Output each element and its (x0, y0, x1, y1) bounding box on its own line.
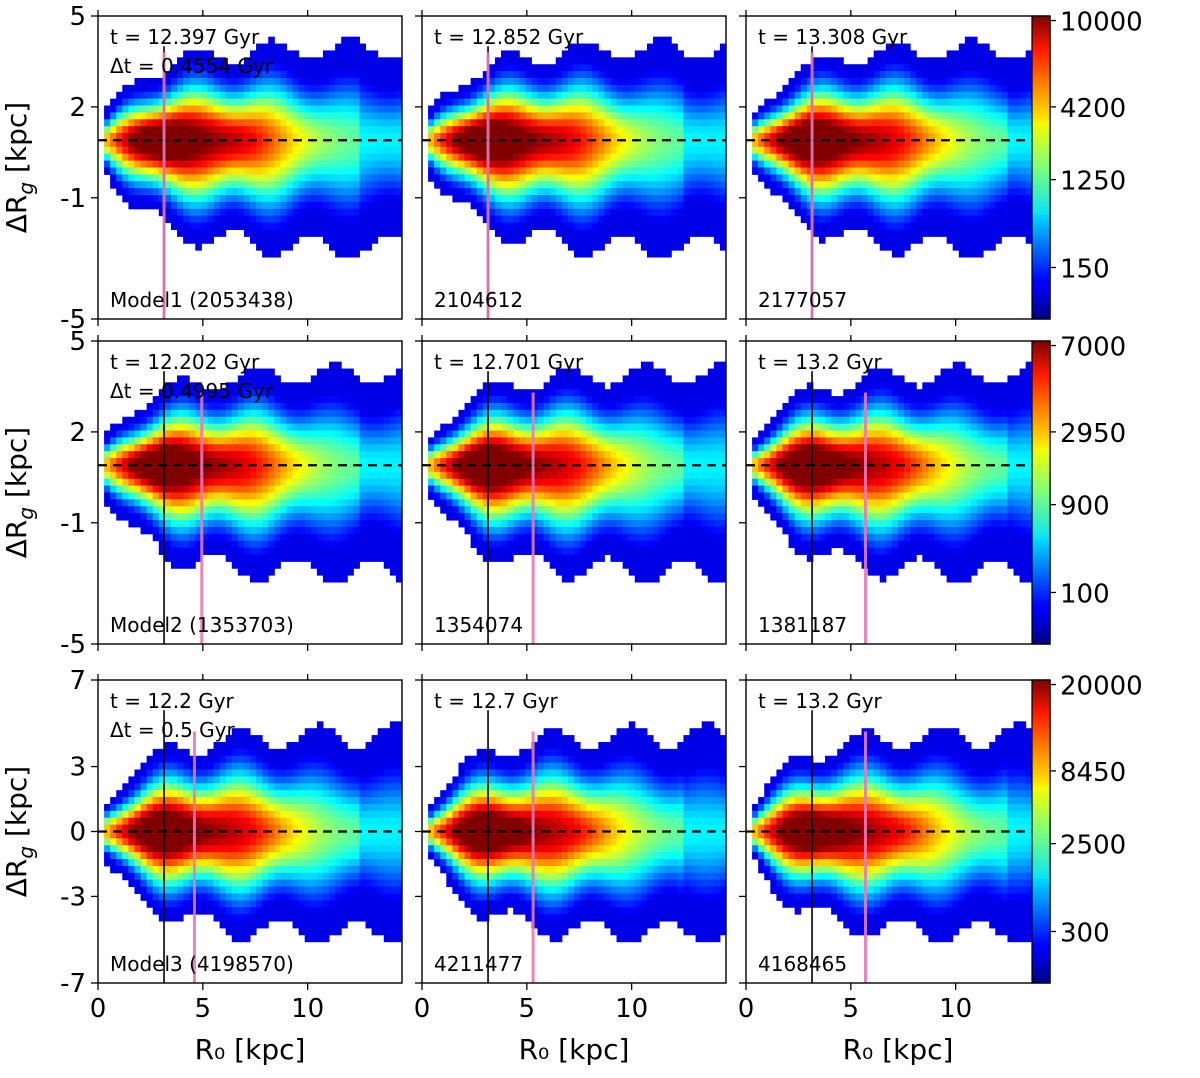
panel-r2-c2: t = 12.701 Gyr 1354074 (415, 335, 727, 651)
heatmap (752, 721, 1050, 943)
colorbars: 1000042001250150700029509001002000084502… (1031, 8, 1143, 984)
time-label: t = 13.308 Gyr (758, 25, 908, 49)
y-tick-label: 2 (69, 93, 86, 123)
x-axis-label: R₀ [kpc] (843, 1033, 954, 1066)
y-tick-label: -3 (60, 882, 86, 912)
panel-r3-c2: 0 5 10 t = 12.7 Gyr 4211477 (414, 674, 727, 1024)
y-axis-label: ΔRg [kpc] (0, 102, 38, 233)
colorbar-tick-label: 20000 (1060, 672, 1143, 702)
panel-r2-c1: 5 2 -1 -5 t = 12.202 Gyr Δt = 0.4995 Gyr Model… (60, 327, 403, 660)
y-tick-label: -5 (60, 630, 86, 660)
x-tick-label: 5 (519, 994, 536, 1024)
x-tick-label: 10 (615, 994, 648, 1024)
y-tick-label: 3 (69, 753, 86, 783)
y-tick-label: -1 (60, 184, 86, 214)
particle-count-label: 1381187 (758, 613, 847, 637)
colorbar-tick-label: 7000 (1060, 333, 1126, 363)
y-axis-label: ΔRg [kpc] (0, 766, 38, 897)
dt-label: Δt = 0.4554 Gyr (110, 54, 274, 78)
panel-r1-c2: t = 12.852 Gyr 2104612 (415, 10, 727, 326)
heatmap (104, 36, 402, 258)
x-tick-label: 5 (195, 994, 212, 1024)
x-tick-label: 0 (90, 994, 107, 1024)
time-label: t = 13.2 Gyr (758, 689, 883, 713)
particle-count-label: Model2 (1353703) (110, 613, 294, 637)
heatmap (752, 361, 1050, 583)
colorbar-tick-label: 300 (1060, 918, 1110, 948)
panel-r1-c3: t = 13.308 Gyr 2177057 (739, 10, 1051, 326)
colorbar-row1: 10000 4200 1250 150 (1031, 8, 1143, 320)
colorbar (1031, 15, 1051, 320)
panel-r3-c1: 0 5 10 7 3 0 -3 -7 t = 12.2 Gyr Δt = 0.5 Gyr Model… (60, 666, 403, 1024)
panel-grid: 5 2 -1 -5 t = 12.397 Gyr Δt = 0.4554 Gyr Model… (0, 2, 1051, 1066)
panel-r3-c3: 0 5 10 t = 13.2 Gyr 4168465 (738, 674, 1051, 1024)
time-label: t = 12.2 Gyr (110, 689, 235, 713)
x-tick-label: 10 (939, 994, 972, 1024)
colorbar-tick-label: 900 (1060, 492, 1110, 522)
y-tick-label: 0 (69, 818, 86, 848)
panel-frame (421, 340, 727, 645)
time-label: t = 12.7 Gyr (434, 689, 559, 713)
x-axis-label: R₀ [kpc] (195, 1033, 306, 1066)
panel-frame (97, 340, 403, 645)
x-tick-label: 5 (843, 994, 860, 1024)
y-tick-label: -1 (60, 509, 86, 539)
heatmap (428, 361, 726, 583)
colorbar (1031, 340, 1051, 645)
x-tick-label: 0 (738, 994, 755, 1024)
colorbar-tick-label: 8450 (1060, 758, 1126, 788)
colorbar-tick-label: 4200 (1060, 94, 1126, 124)
panel-frame (421, 15, 727, 320)
particle-count-label: 2177057 (758, 288, 847, 312)
panel-frame (97, 15, 403, 320)
colorbar-tick-label: 2950 (1060, 419, 1126, 449)
x-tick-label: 0 (414, 994, 431, 1024)
colorbar-row3: 20000 8450 2500 300 (1031, 672, 1143, 984)
particle-count-label: 2104612 (434, 288, 523, 312)
dt-label: Δt = 0.4995 Gyr (110, 379, 274, 403)
heatmap (104, 721, 402, 943)
particle-count-label: Model3 (4198570) (110, 952, 294, 976)
particle-count-label: 4211477 (434, 952, 523, 976)
colorbar-tick-label: 150 (1060, 254, 1110, 284)
heatmap (104, 361, 402, 583)
time-label: t = 12.202 Gyr (110, 350, 260, 374)
panel-r1-c1: 5 2 -1 -5 t = 12.397 Gyr Δt = 0.4554 Gyr Model… (60, 2, 403, 335)
y-tick-label: 5 (69, 2, 86, 32)
y-tick-label: 5 (69, 327, 86, 357)
colorbar-tick-label: 2500 (1060, 831, 1126, 861)
particle-count-label: 1354074 (434, 613, 523, 637)
time-label: t = 13.2 Gyr (758, 350, 883, 374)
heatmap (752, 36, 1050, 258)
x-tick-label: 10 (291, 994, 324, 1024)
colorbar-tick-label: 100 (1060, 579, 1110, 609)
heatmap (428, 36, 726, 258)
time-label: t = 12.852 Gyr (434, 25, 584, 49)
colorbar-tick-label: 1250 (1060, 167, 1126, 197)
y-tick-label: 7 (69, 666, 86, 696)
colorbar (1031, 679, 1051, 984)
y-tick-label: 2 (69, 418, 86, 448)
y-tick-label: -5 (60, 305, 86, 335)
panel-r2-c3: t = 13.2 Gyr 1381187 (739, 335, 1051, 651)
y-axis-label: ΔRg [kpc] (0, 427, 38, 558)
colorbar-row2: 7000 2950 900 100 (1031, 333, 1126, 645)
y-tick-label: -7 (60, 969, 86, 999)
time-label: t = 12.397 Gyr (110, 25, 260, 49)
colorbar-tick-label: 10000 (1060, 8, 1143, 38)
dt-label: Δt = 0.5 Gyr (110, 718, 235, 742)
time-label: t = 12.701 Gyr (434, 350, 584, 374)
heatmap (428, 721, 726, 943)
particle-count-label: Model1 (2053438) (110, 288, 294, 312)
x-axis-label: R₀ [kpc] (519, 1033, 630, 1066)
particle-count-label: 4168465 (758, 952, 847, 976)
